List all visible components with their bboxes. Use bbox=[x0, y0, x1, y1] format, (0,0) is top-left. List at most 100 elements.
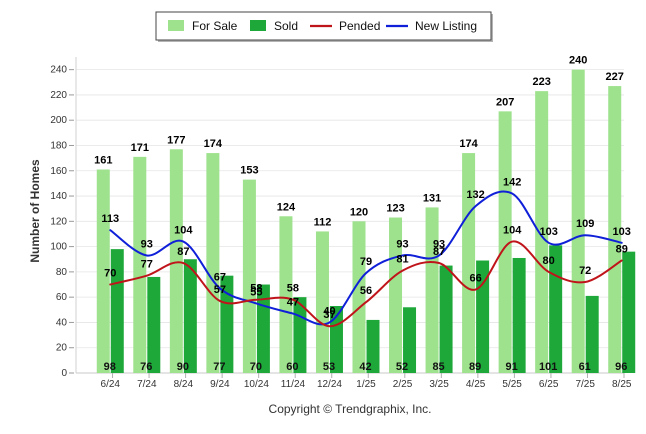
y-tick-label: 140 bbox=[50, 191, 67, 202]
legend-new-listing-label: New Listing bbox=[415, 19, 477, 33]
x-tick-label: 1/25 bbox=[356, 379, 376, 390]
plot-area bbox=[76, 57, 624, 373]
new-listing-value-label: 109 bbox=[576, 218, 594, 230]
for-sale-value-label: 153 bbox=[240, 165, 258, 177]
sold-value-label: 77 bbox=[213, 361, 225, 373]
pended-value-label: 70 bbox=[104, 268, 116, 280]
legend-sold-swatch bbox=[250, 20, 266, 31]
new-listing-value-label: 93 bbox=[396, 238, 408, 250]
sold-value-label: 90 bbox=[177, 361, 189, 373]
y-tick-label: 240 bbox=[50, 65, 67, 76]
sold-value-label: 42 bbox=[359, 361, 371, 373]
for-sale-bar bbox=[315, 231, 329, 373]
y-tick-label: 60 bbox=[56, 292, 68, 303]
for-sale-bar bbox=[169, 149, 183, 373]
for-sale-value-label: 223 bbox=[532, 76, 550, 88]
pended-value-label: 89 bbox=[616, 244, 628, 256]
sold-value-label: 60 bbox=[286, 361, 298, 373]
for-sale-value-label: 161 bbox=[94, 154, 112, 166]
new-listing-value-label: 93 bbox=[141, 238, 153, 250]
pended-value-label: 104 bbox=[503, 225, 522, 237]
x-tick-label: 12/24 bbox=[317, 379, 342, 390]
for-sale-value-label: 120 bbox=[350, 206, 368, 218]
new-listing-value-label: 93 bbox=[433, 238, 445, 250]
label-layer: 161 171 177 174 153 124 112 120 123 131 174 207 223 2… bbox=[94, 55, 631, 373]
sold-bar bbox=[366, 319, 380, 373]
x-tick-label: 11/24 bbox=[281, 379, 306, 390]
legend: For Sale Sold Pended New Listing bbox=[155, 11, 493, 42]
copyright-text: Copyright © Trendgraphix, Inc. bbox=[269, 402, 432, 416]
new-listing-value-label: 79 bbox=[360, 256, 372, 268]
y-tick-label: 160 bbox=[50, 166, 67, 177]
y-tick-label: 180 bbox=[50, 140, 67, 151]
new-listing-value-label: 55 bbox=[250, 286, 262, 298]
legend-for-sale-swatch bbox=[168, 20, 184, 31]
y-tick-label: 20 bbox=[56, 343, 68, 354]
sold-value-label: 52 bbox=[396, 361, 408, 373]
sold-value-label: 91 bbox=[506, 361, 518, 373]
sold-bar bbox=[512, 257, 526, 373]
sold-bar bbox=[403, 307, 417, 373]
new-listing-value-label: 142 bbox=[503, 177, 521, 189]
pended-line bbox=[109, 240, 623, 328]
x-tick-label: 10/24 bbox=[244, 379, 269, 390]
for-sale-value-label: 174 bbox=[204, 138, 223, 150]
bar-layer bbox=[96, 69, 636, 374]
legend-pended-label: Pended bbox=[339, 19, 380, 33]
y-axis-title: Number of Homes bbox=[28, 159, 42, 263]
x-tick-label: 5/25 bbox=[502, 379, 522, 390]
for-sale-value-label: 131 bbox=[423, 192, 441, 204]
pended-value-label: 77 bbox=[141, 259, 153, 271]
for-sale-bar bbox=[96, 169, 110, 373]
pended-value-label: 72 bbox=[579, 265, 591, 277]
x-tick-label: 3/25 bbox=[429, 379, 449, 390]
for-sale-value-label: 171 bbox=[131, 142, 149, 154]
sold-value-label: 85 bbox=[432, 361, 444, 373]
axis-layer: 0 20 40 60 80 100 120 140 160 180 200 220 240 6/24 7/2… bbox=[50, 57, 632, 390]
sold-value-label: 98 bbox=[104, 361, 116, 373]
pended-value-label: 81 bbox=[396, 254, 408, 266]
x-tick-label: 6/25 bbox=[539, 379, 559, 390]
for-sale-value-label: 177 bbox=[167, 134, 185, 146]
pended-value-label: 37 bbox=[323, 309, 335, 321]
for-sale-bar bbox=[498, 111, 512, 374]
sold-value-label: 70 bbox=[250, 361, 262, 373]
pended-value-label: 57 bbox=[214, 284, 226, 296]
pended-value-label: 66 bbox=[469, 273, 481, 285]
for-sale-bar bbox=[462, 153, 476, 373]
x-tick-label: 2/25 bbox=[393, 379, 413, 390]
for-sale-value-label: 112 bbox=[314, 216, 332, 228]
pended-value-label: 87 bbox=[177, 246, 189, 258]
y-tick-label: 0 bbox=[61, 368, 67, 379]
new-listing-value-label: 113 bbox=[101, 213, 119, 225]
for-sale-value-label: 123 bbox=[386, 203, 404, 215]
for-sale-bar bbox=[206, 153, 220, 373]
for-sale-bar bbox=[352, 221, 366, 373]
sold-bar bbox=[220, 275, 234, 373]
new-listing-value-label: 67 bbox=[214, 271, 226, 283]
x-tick-label: 9/24 bbox=[210, 379, 230, 390]
pended-value-label: 56 bbox=[360, 285, 372, 297]
new-listing-value-label: 104 bbox=[174, 225, 193, 237]
for-sale-value-label: 240 bbox=[569, 55, 587, 67]
grid-layer bbox=[76, 57, 624, 374]
y-tick-label: 40 bbox=[56, 317, 68, 328]
sold-value-label: 61 bbox=[579, 361, 591, 373]
sold-bar bbox=[110, 249, 124, 373]
for-sale-bar bbox=[133, 156, 147, 373]
sold-bar bbox=[147, 276, 161, 373]
for-sale-value-label: 174 bbox=[459, 138, 478, 150]
sold-value-label: 53 bbox=[323, 361, 335, 373]
sold-bar bbox=[622, 251, 636, 373]
sold-bar bbox=[439, 265, 453, 373]
pended-value-label: 87 bbox=[433, 246, 445, 258]
pended-value-label: 58 bbox=[287, 283, 299, 295]
new-listing-line bbox=[109, 190, 623, 326]
sold-value-label: 96 bbox=[615, 361, 627, 373]
sold-value-label: 89 bbox=[469, 361, 481, 373]
for-sale-bar bbox=[279, 216, 293, 373]
y-tick-label: 120 bbox=[50, 216, 67, 227]
y-tick-label: 200 bbox=[50, 115, 67, 126]
for-sale-bar bbox=[571, 69, 585, 373]
